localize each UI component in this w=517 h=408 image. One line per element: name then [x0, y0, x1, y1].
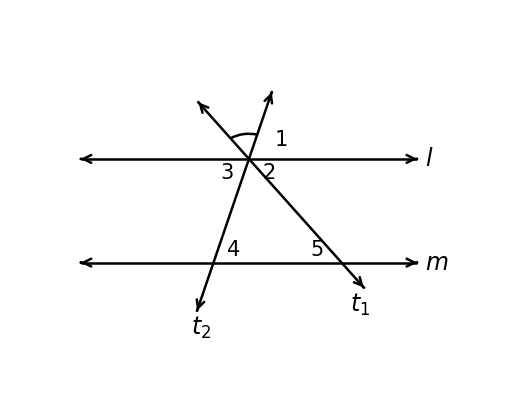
- Text: 4: 4: [227, 240, 240, 260]
- Text: $t_1$: $t_1$: [350, 292, 370, 318]
- Text: l: l: [425, 147, 432, 171]
- Text: m: m: [425, 251, 448, 275]
- Text: 3: 3: [220, 163, 234, 183]
- Text: $t_2$: $t_2$: [191, 315, 211, 341]
- Text: 1: 1: [275, 130, 287, 150]
- Text: 5: 5: [311, 240, 324, 260]
- Text: 2: 2: [262, 163, 276, 183]
